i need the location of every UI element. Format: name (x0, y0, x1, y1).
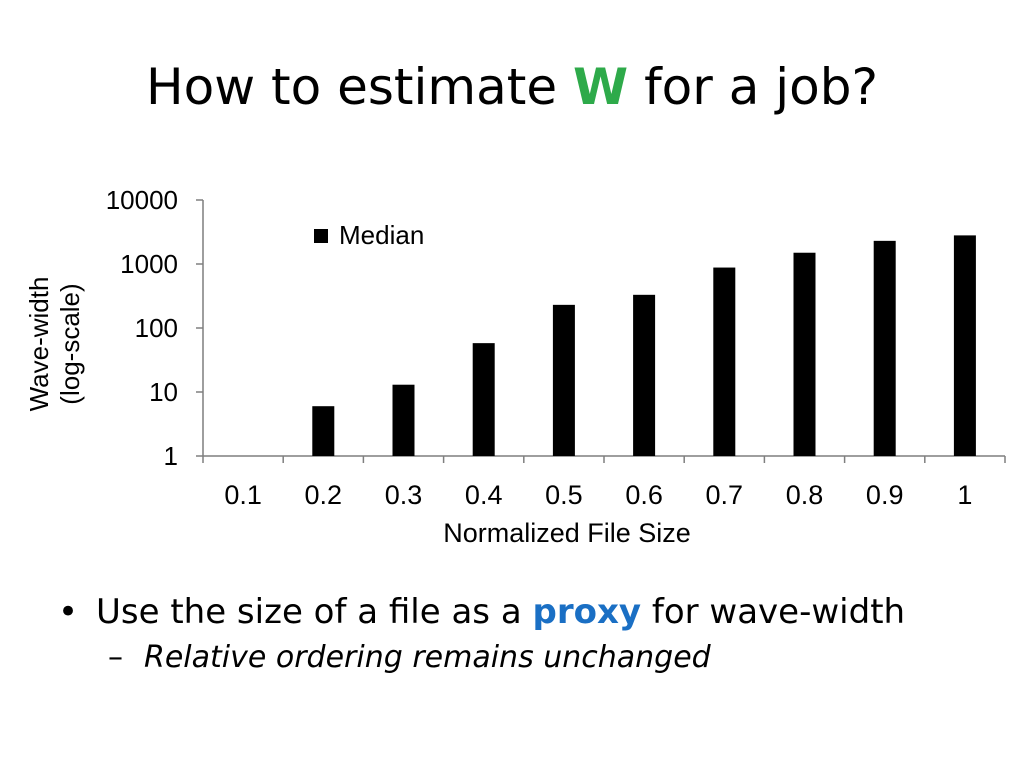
bullet-highlight-proxy: proxy (532, 592, 642, 632)
y-tick-label: 1000 (120, 249, 178, 279)
bar (472, 343, 495, 456)
y-tick-label: 100 (135, 313, 178, 343)
bar (312, 406, 335, 456)
y-axis-title-line2: (log-scale) (55, 283, 85, 404)
sub-bullet-text: Relative ordering remains unchanged (144, 640, 711, 675)
x-tick-label: 1 (957, 480, 972, 510)
x-tick-label: 0.5 (545, 480, 583, 510)
legend: Median (314, 220, 424, 250)
bullet-item: • Use the size of a file as a proxy for w… (58, 588, 998, 636)
bar (713, 267, 736, 456)
legend-swatch (314, 229, 328, 243)
x-tick-label: 0.9 (866, 480, 904, 510)
y-axis-title: Wave-width (log-scale) (24, 277, 85, 412)
sub-bullet-marker: – (108, 640, 123, 675)
bullet-text-after: for wave-width (651, 592, 906, 632)
bullet-marker: • (58, 592, 79, 632)
bar-chart: 1 10 100 1000 10000 0.1 0.2 0.3 0.4 0.5 0.6 0.7 0.8… (24, 185, 1006, 548)
x-axis: 0.1 0.2 0.3 0.4 0.5 0.6 0.7 0.8 0.9 1 (202, 455, 1006, 510)
x-tick-label: 0.6 (625, 480, 663, 510)
y-axis-title-line1: Wave-width (24, 277, 54, 412)
x-tick-label: 0.7 (706, 480, 744, 510)
title-text-before: How to estimate (146, 58, 558, 116)
title-highlight-w: W (573, 58, 629, 116)
title-text-after: for a job? (644, 58, 878, 116)
x-tick-label: 0.3 (385, 480, 423, 510)
x-tick-label: 0.4 (465, 480, 503, 510)
bullet-text-before: Use the size of a file as a (96, 592, 522, 632)
bar (552, 304, 575, 456)
bar (793, 252, 816, 456)
y-axis: 1 10 100 1000 10000 (106, 185, 204, 471)
bar (953, 235, 976, 456)
y-tick-label: 1 (164, 441, 178, 471)
y-tick-label: 10000 (106, 185, 178, 215)
bar (873, 240, 896, 456)
legend-label: Median (339, 220, 424, 250)
bars (312, 235, 976, 456)
slide-title: How to estimate W for a job? (0, 52, 1024, 122)
x-tick-label: 0.1 (224, 480, 262, 510)
x-tick-label: 0.8 (786, 480, 824, 510)
bullet-list: • Use the size of a file as a proxy for w… (58, 588, 998, 680)
bar (633, 294, 656, 456)
x-tick-label: 0.2 (305, 480, 343, 510)
bar (392, 384, 415, 456)
x-axis-title: Normalized File Size (443, 518, 691, 548)
y-tick-label: 10 (149, 377, 178, 407)
sub-bullet-item: – Relative ordering remains unchanged (108, 636, 998, 680)
